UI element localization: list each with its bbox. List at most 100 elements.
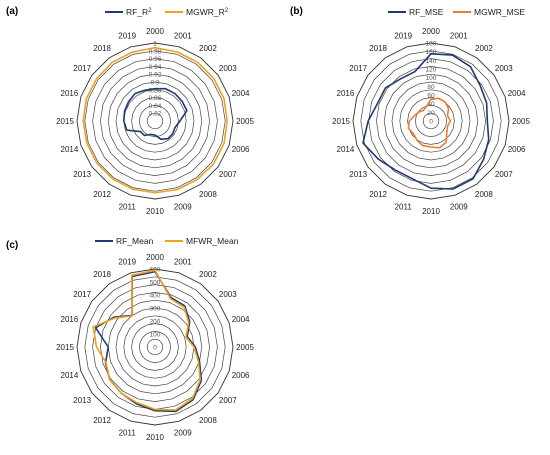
radial-tick-label: 60 bbox=[427, 93, 435, 100]
legend-label: MGWR_MSE bbox=[474, 7, 525, 17]
grid-ring bbox=[131, 97, 179, 145]
category-label: 2006 bbox=[232, 371, 250, 380]
category-label: 2009 bbox=[174, 429, 192, 438]
radial-tick-label: 20 bbox=[427, 110, 435, 117]
legend-label: RF_R2 bbox=[126, 7, 152, 17]
category-label: 2007 bbox=[495, 170, 513, 179]
grid-ring bbox=[107, 299, 203, 395]
category-label: 2007 bbox=[219, 170, 237, 179]
grid-ring bbox=[360, 50, 502, 192]
category-label: 2011 bbox=[119, 429, 137, 438]
category-label: 2007 bbox=[219, 396, 237, 405]
grid-ring bbox=[368, 58, 494, 184]
grid-ring bbox=[407, 97, 455, 145]
category-label: 2001 bbox=[450, 31, 468, 40]
series-line-mfwr-mean bbox=[92, 269, 202, 411]
grid-ring bbox=[123, 315, 187, 379]
radial-tick-label: 0.9 bbox=[150, 80, 159, 87]
radial-tick-label: 180 bbox=[426, 41, 437, 48]
grid-ring bbox=[146, 112, 164, 130]
category-label: 2009 bbox=[450, 203, 468, 212]
category-label: 2005 bbox=[236, 117, 254, 126]
grid-ring bbox=[100, 66, 210, 176]
category-label: 2015 bbox=[332, 117, 350, 126]
legend: RF_MSE MGWR_MSE bbox=[388, 7, 525, 17]
category-label: 2003 bbox=[219, 64, 237, 73]
radial-tick-label: 120 bbox=[426, 67, 437, 74]
radial-tick-label: 0 bbox=[429, 119, 433, 126]
radial-tick-label: 100 bbox=[426, 75, 437, 82]
category-label: 2010 bbox=[146, 433, 164, 442]
category-label: 2001 bbox=[174, 31, 192, 40]
category-label: 2008 bbox=[199, 416, 217, 425]
category-label: 2006 bbox=[508, 145, 526, 154]
radial-tick-label: 0.96 bbox=[149, 56, 162, 63]
category-label: 2012 bbox=[93, 190, 111, 199]
grid-ring bbox=[139, 105, 171, 137]
category-label: 2016 bbox=[337, 89, 355, 98]
category-label: 2004 bbox=[232, 89, 250, 98]
radial-tick-label: 0.98 bbox=[149, 48, 162, 55]
radial-tick-label: 0.84 bbox=[149, 103, 162, 110]
category-label: 2013 bbox=[349, 170, 367, 179]
grid-ring bbox=[399, 89, 463, 153]
category-label: 2000 bbox=[146, 27, 164, 36]
radial-tick-label: 0.86 bbox=[149, 95, 162, 102]
category-label: 2006 bbox=[232, 145, 250, 154]
radar-grid bbox=[352, 42, 510, 200]
radial-tick-label: 400 bbox=[150, 293, 161, 300]
legend-label: RF_Mean bbox=[116, 236, 154, 246]
category-label: 2012 bbox=[93, 416, 111, 425]
grid-ring bbox=[383, 73, 479, 169]
panel-label: (c) bbox=[6, 240, 18, 251]
category-label: 2011 bbox=[395, 203, 413, 212]
category-label: 2002 bbox=[199, 44, 217, 53]
category-label: 2003 bbox=[219, 290, 237, 299]
category-label: 2004 bbox=[232, 315, 250, 324]
series-line-mgwr-r bbox=[82, 46, 228, 194]
legend-label: MGWR_R2 bbox=[186, 7, 229, 17]
category-label: 2008 bbox=[199, 190, 217, 199]
grid-ring bbox=[92, 58, 218, 184]
radial-tick-label: 0.92 bbox=[149, 72, 162, 79]
category-label: 2017 bbox=[73, 64, 91, 73]
category-label: 2018 bbox=[93, 44, 111, 53]
category-label: 2003 bbox=[495, 64, 513, 73]
legend-label: MFWR_Mean bbox=[186, 236, 239, 246]
category-label: 2002 bbox=[199, 270, 217, 279]
grid-ring bbox=[84, 50, 226, 192]
category-label: 2010 bbox=[146, 207, 164, 216]
radial-tick-label: 40 bbox=[427, 101, 435, 108]
category-label: 2002 bbox=[475, 44, 493, 53]
grid-ring bbox=[131, 323, 179, 371]
category-label: 2004 bbox=[508, 89, 526, 98]
category-label: 2018 bbox=[93, 270, 111, 279]
category-label: 2019 bbox=[118, 31, 136, 40]
category-label: 2012 bbox=[369, 190, 387, 199]
category-label: 2013 bbox=[73, 170, 91, 179]
category-label: 2016 bbox=[61, 89, 79, 98]
category-label: 2014 bbox=[61, 371, 79, 380]
category-label: 2017 bbox=[73, 290, 91, 299]
grid-ring bbox=[76, 42, 234, 200]
category-label: 2016 bbox=[61, 315, 79, 324]
grid-ring bbox=[376, 66, 486, 176]
grid-ring bbox=[146, 338, 164, 356]
radial-tick-label: 80 bbox=[427, 84, 435, 91]
grid-ring bbox=[391, 81, 471, 161]
legend: RF_Mean MFWR_Mean bbox=[95, 236, 239, 246]
grid-ring bbox=[107, 73, 203, 169]
radial-tick-label: 0 bbox=[153, 345, 157, 352]
radial-tick-label: 140 bbox=[426, 58, 437, 65]
category-label: 2014 bbox=[61, 145, 79, 154]
category-label: 2019 bbox=[394, 31, 412, 40]
radar-panel-1: (a) 0.820.840.860.880.90.920.940.960.981 2… bbox=[6, 6, 254, 216]
panel-label: (a) bbox=[6, 6, 18, 17]
category-label: 2014 bbox=[337, 145, 355, 154]
series-line-mgwr-mse bbox=[407, 97, 452, 149]
grid-ring bbox=[123, 89, 187, 153]
category-label: 2000 bbox=[146, 253, 164, 262]
